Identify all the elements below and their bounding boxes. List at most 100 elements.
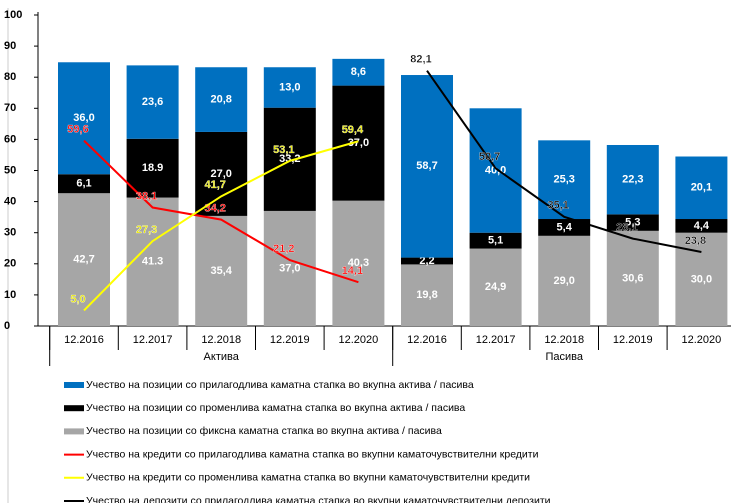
- value-label: 24,9: [485, 281, 506, 293]
- legend-swatch: [64, 382, 84, 388]
- value-label: 41.3: [142, 256, 163, 268]
- line: [426, 70, 702, 253]
- value-label: 37,0: [279, 262, 300, 274]
- value-label: 20,1: [691, 182, 712, 194]
- value-label: 4,4: [694, 220, 710, 232]
- legend-label: Учество на позиции со прилагодлива камат…: [86, 379, 474, 391]
- bar-segment: [332, 58, 385, 86]
- legend-label: Учество на позиции со фиксна каматна ста…: [86, 425, 442, 437]
- value-label: 28,1: [616, 222, 637, 234]
- value-label: 29,0: [553, 275, 574, 287]
- bar-segment: [469, 232, 522, 249]
- bar-segment: [538, 235, 591, 326]
- y-tick-label: 60: [4, 133, 16, 145]
- legend-label: Учество на депозити со прилагодлива кама…: [86, 495, 551, 503]
- x-tick-label: 12.2016: [64, 334, 104, 346]
- x-tick-label: 12.2020: [339, 334, 379, 346]
- legend-label: Учество на кредити со променлива каматна…: [86, 472, 530, 484]
- bar-segment: [538, 140, 591, 220]
- value-label: 13,0: [279, 81, 300, 93]
- value-label: 53,1: [273, 144, 294, 156]
- bar-segment: [538, 219, 591, 236]
- bar-segment: [332, 85, 385, 201]
- y-tick-label: 20: [4, 258, 16, 270]
- x-tick-label: 12.2018: [201, 334, 241, 346]
- value-label: 34,2: [204, 203, 225, 215]
- y-tick-label: 90: [4, 40, 16, 52]
- bar-segment: [58, 62, 110, 175]
- x-tick-label: 12.2017: [476, 334, 516, 346]
- value-label: 30,0: [691, 273, 712, 285]
- x-tick-label: 12.2020: [682, 334, 722, 346]
- value-label: 5,1: [488, 235, 503, 247]
- value-label: 30,6: [622, 272, 643, 284]
- bar-segment: [58, 193, 110, 326]
- bar-segment: [401, 257, 453, 265]
- bar-segment: [263, 210, 316, 326]
- legend-swatch: [64, 405, 84, 412]
- y-tick-label: 50: [4, 164, 16, 176]
- value-label: 40,3: [348, 257, 369, 269]
- y-tick-label: 10: [4, 289, 16, 301]
- value-label: 18.9: [142, 162, 163, 174]
- bar-segment: [195, 67, 248, 132]
- value-label: 33,2: [279, 153, 300, 165]
- value-label: 5,0: [70, 293, 85, 305]
- bar-segment: [263, 67, 316, 108]
- bar-segment: [195, 131, 248, 216]
- line: [83, 140, 359, 312]
- value-label: 40,0: [485, 164, 506, 176]
- y-tick-label: 70: [4, 102, 16, 114]
- value-label: 25,3: [553, 174, 574, 186]
- bar-segment: [126, 65, 179, 139]
- value-label: 58,7: [416, 160, 437, 172]
- value-label: 21,2: [273, 243, 294, 255]
- value-label: 35,1: [547, 200, 568, 212]
- y-tick-label: 100: [4, 9, 22, 21]
- bar-segment: [675, 219, 728, 233]
- bar-segment: [126, 197, 179, 326]
- bar-segment: [263, 107, 316, 211]
- value-label: 27,3: [136, 224, 157, 236]
- bar-segment: [58, 174, 110, 194]
- value-label: 27,0: [210, 168, 231, 180]
- bar-segment: [606, 214, 659, 231]
- value-label: 41,7: [204, 179, 225, 191]
- value-label: 59,6: [67, 124, 88, 136]
- y-tick-label: 80: [4, 71, 16, 83]
- x-tick-label: 12.2018: [544, 334, 584, 346]
- bar-segment: [195, 215, 248, 326]
- line: [83, 139, 359, 284]
- y-tick-label: 0: [4, 320, 10, 332]
- bar-segment: [606, 144, 659, 215]
- value-label: 5,4: [557, 221, 573, 233]
- value-label: 6,1: [76, 178, 91, 190]
- x-tick-label: 12.2017: [133, 334, 173, 346]
- value-label: 2,2: [419, 255, 434, 267]
- x-tick-label: 12.2019: [270, 334, 310, 346]
- legend-label: Учество на позиции со променлива каматна…: [86, 402, 465, 414]
- value-label: 5,3: [625, 216, 640, 228]
- value-label: 8,6: [351, 66, 366, 78]
- bar-segment: [126, 138, 179, 198]
- value-label: 37,0: [348, 137, 369, 149]
- value-label: 23,6: [142, 96, 163, 108]
- bar-segment: [469, 248, 522, 326]
- value-label: 14,1: [342, 265, 363, 277]
- value-label: 35,4: [210, 265, 232, 277]
- y-tick-label: 40: [4, 196, 16, 208]
- value-label: 20,8: [210, 93, 231, 105]
- legend-swatch: [64, 428, 84, 435]
- group-label: Актива: [204, 351, 240, 363]
- value-label: 82,1: [410, 54, 431, 66]
- value-label: 42,7: [73, 254, 94, 266]
- legend-label: Учество на кредити со прилагодлива камат…: [86, 448, 539, 460]
- value-label: 22,3: [622, 174, 643, 186]
- bar-segment: [401, 75, 453, 258]
- value-label: 38,1: [136, 190, 157, 202]
- value-label: 23,8: [685, 235, 706, 247]
- bar-segment: [332, 200, 385, 326]
- bar-segment: [401, 264, 453, 326]
